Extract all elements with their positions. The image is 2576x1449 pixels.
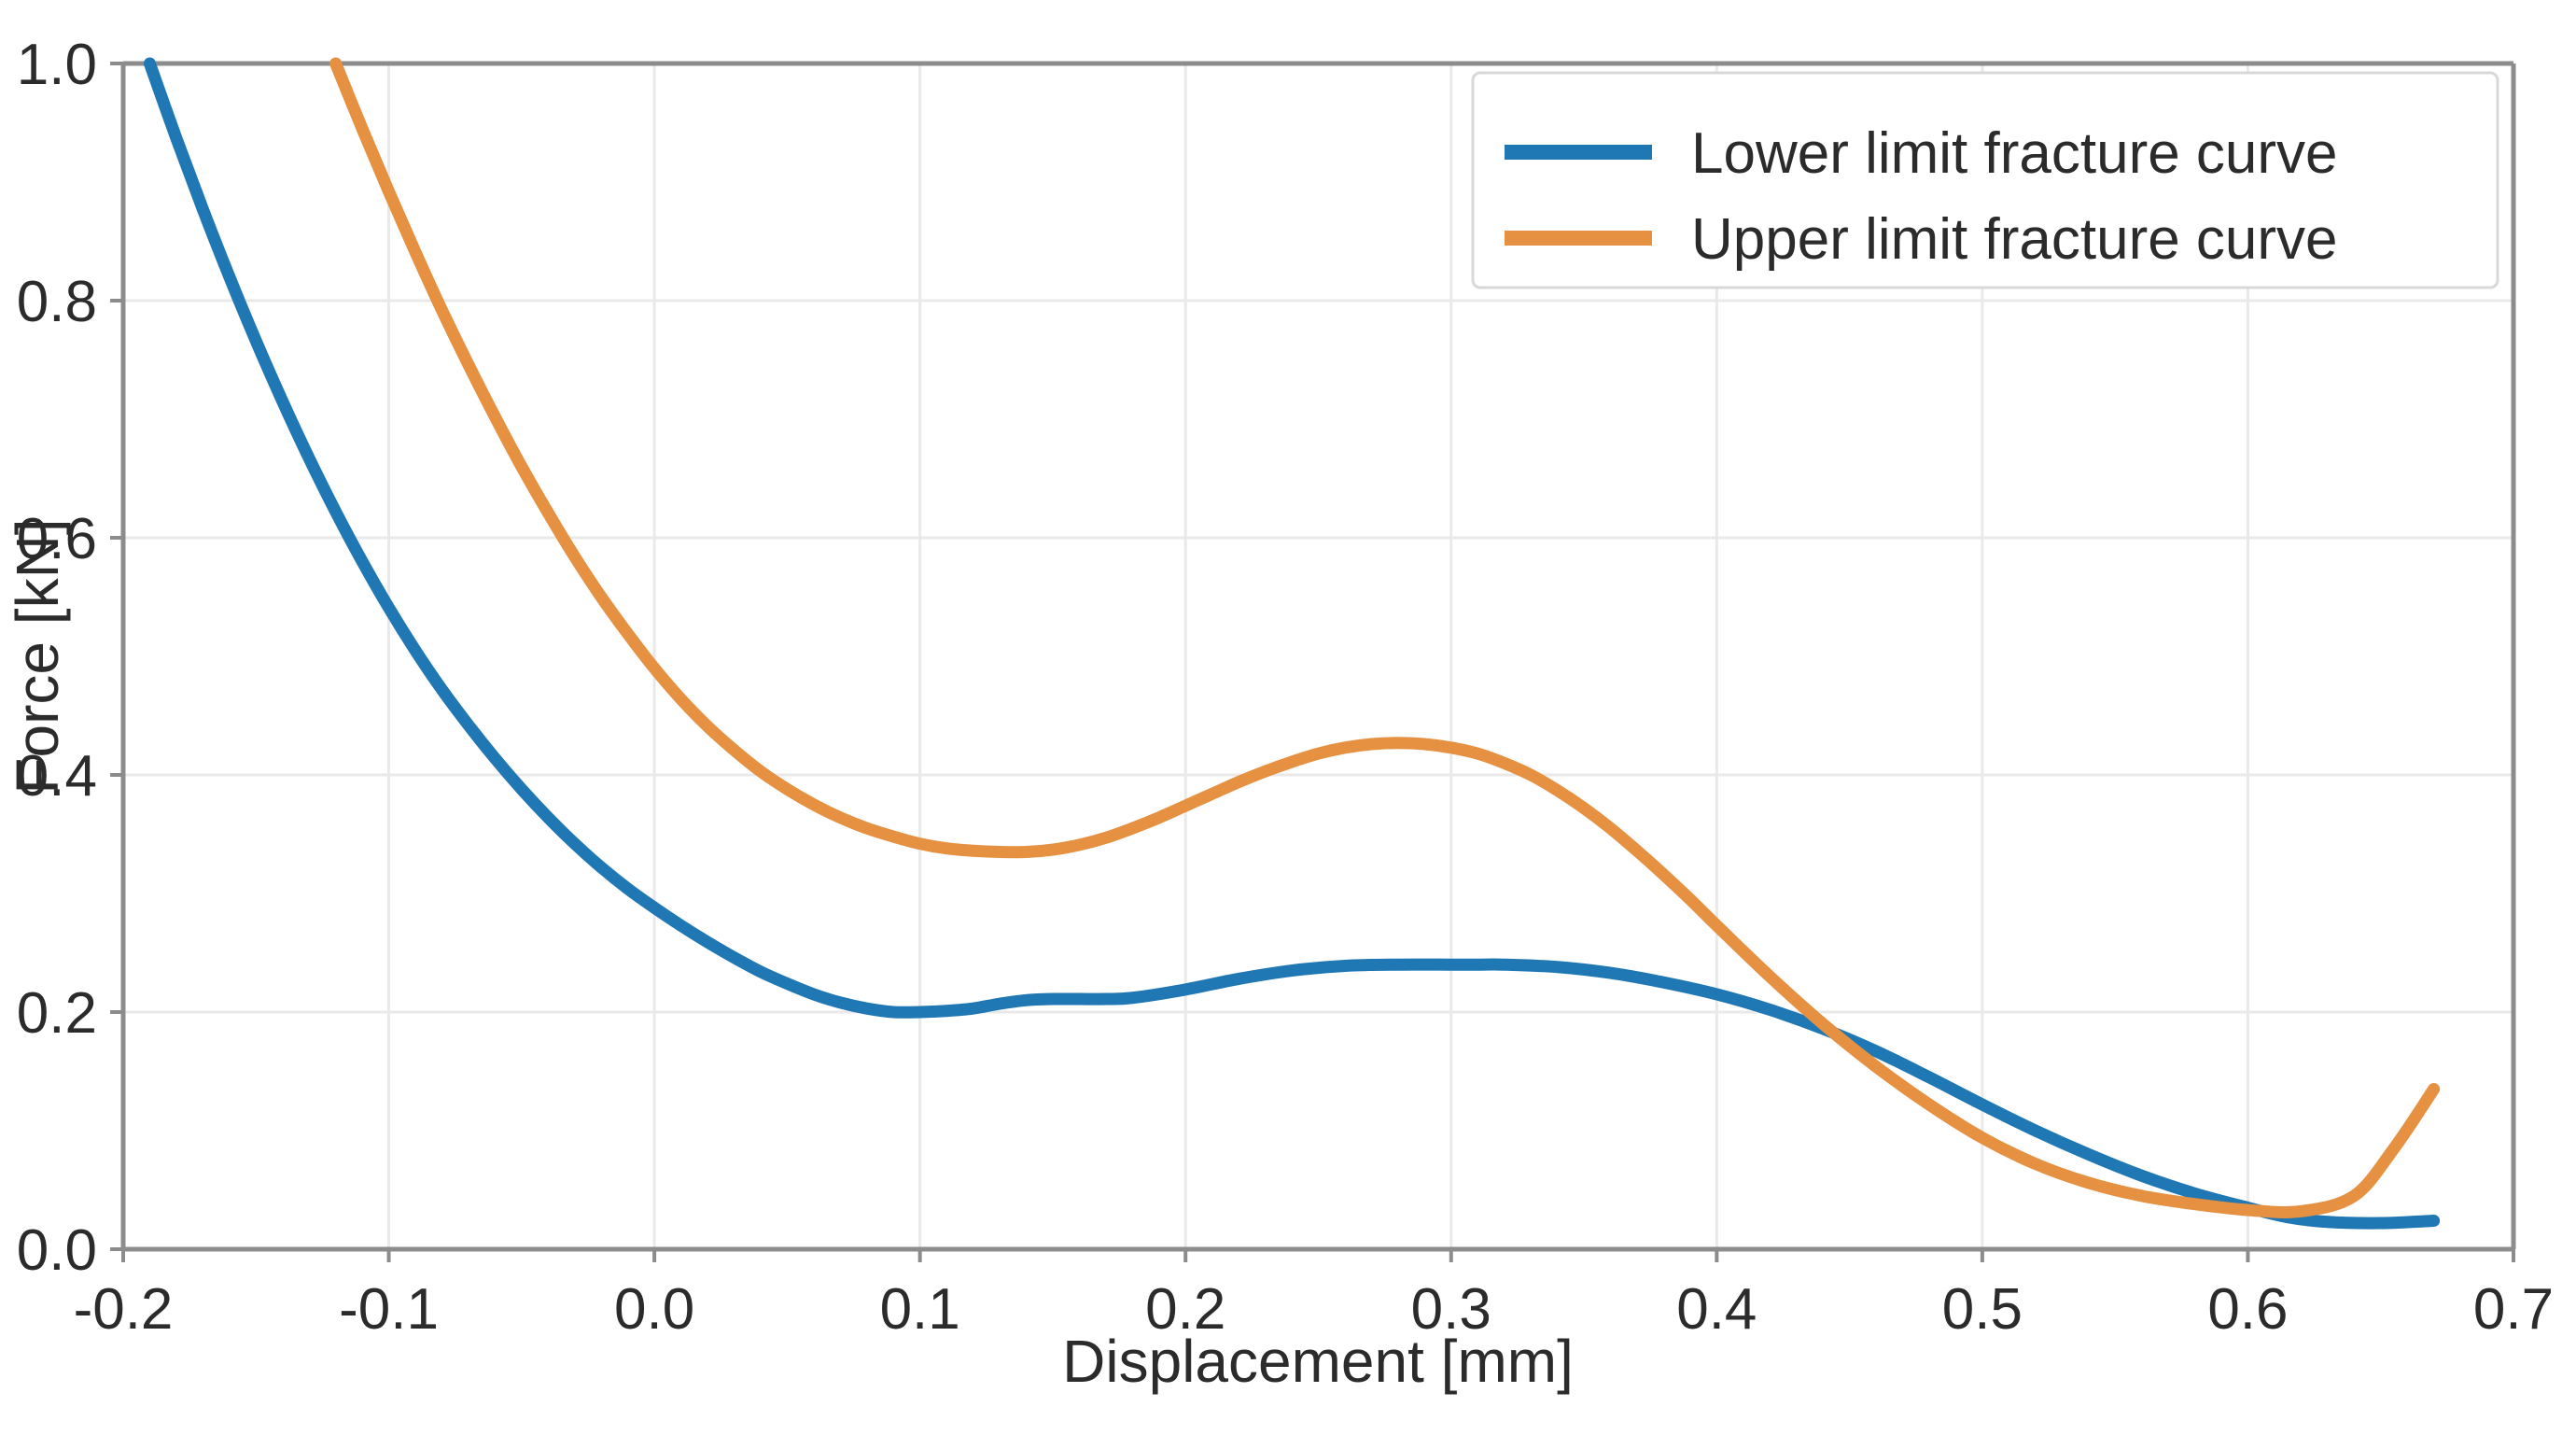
legend: Lower limit fracture curve Upper limit f… xyxy=(1471,71,2499,289)
x-tick-label: 0.7 xyxy=(2473,1277,2554,1342)
axes-spines xyxy=(120,61,2516,1252)
x-axis-title: Displacement [mm] xyxy=(1062,1328,1574,1395)
x-tick-label: 0.0 xyxy=(614,1277,694,1342)
y-tick-label: 0.6 xyxy=(17,507,97,571)
legend-box xyxy=(1471,71,2499,289)
x-tick-labels: -0.2 -0.1 0.0 0.1 0.2 0.3 0.4 0.5 0.6 0.7 xyxy=(74,1277,2555,1342)
series-line-upper-limit xyxy=(329,57,2441,1218)
y-tick-label: 1.0 xyxy=(17,33,97,97)
x-tick-label: -0.2 xyxy=(74,1277,174,1342)
x-tick-label: 0.3 xyxy=(1411,1277,1491,1342)
legend-label-lower-limit: Lower limit fracture curve xyxy=(1691,121,2338,186)
y-tick-label: 0.0 xyxy=(17,1218,97,1283)
y-tick-labels: 0.0 0.2 0.4 0.6 0.8 1.0 xyxy=(17,33,97,1283)
legend-label-upper-limit: Upper limit fracture curve xyxy=(1691,207,2338,272)
series-line-lower-limit xyxy=(143,57,2441,1230)
x-tick-label: 0.5 xyxy=(1942,1277,2023,1342)
y-tick-label: 0.8 xyxy=(17,270,97,334)
x-tick-label: 0.4 xyxy=(1676,1277,1757,1342)
x-tick-label: -0.1 xyxy=(339,1277,439,1342)
x-tick-label: 0.1 xyxy=(880,1277,960,1342)
y-tick-label: 0.4 xyxy=(17,744,97,809)
x-tick-label: 0.2 xyxy=(1145,1277,1225,1342)
x-tick-label: 0.6 xyxy=(2207,1277,2288,1342)
y-tick-label: 0.2 xyxy=(17,981,97,1046)
y-axis-title: Force [kN] xyxy=(4,518,71,794)
data-series-group xyxy=(143,57,2441,1230)
